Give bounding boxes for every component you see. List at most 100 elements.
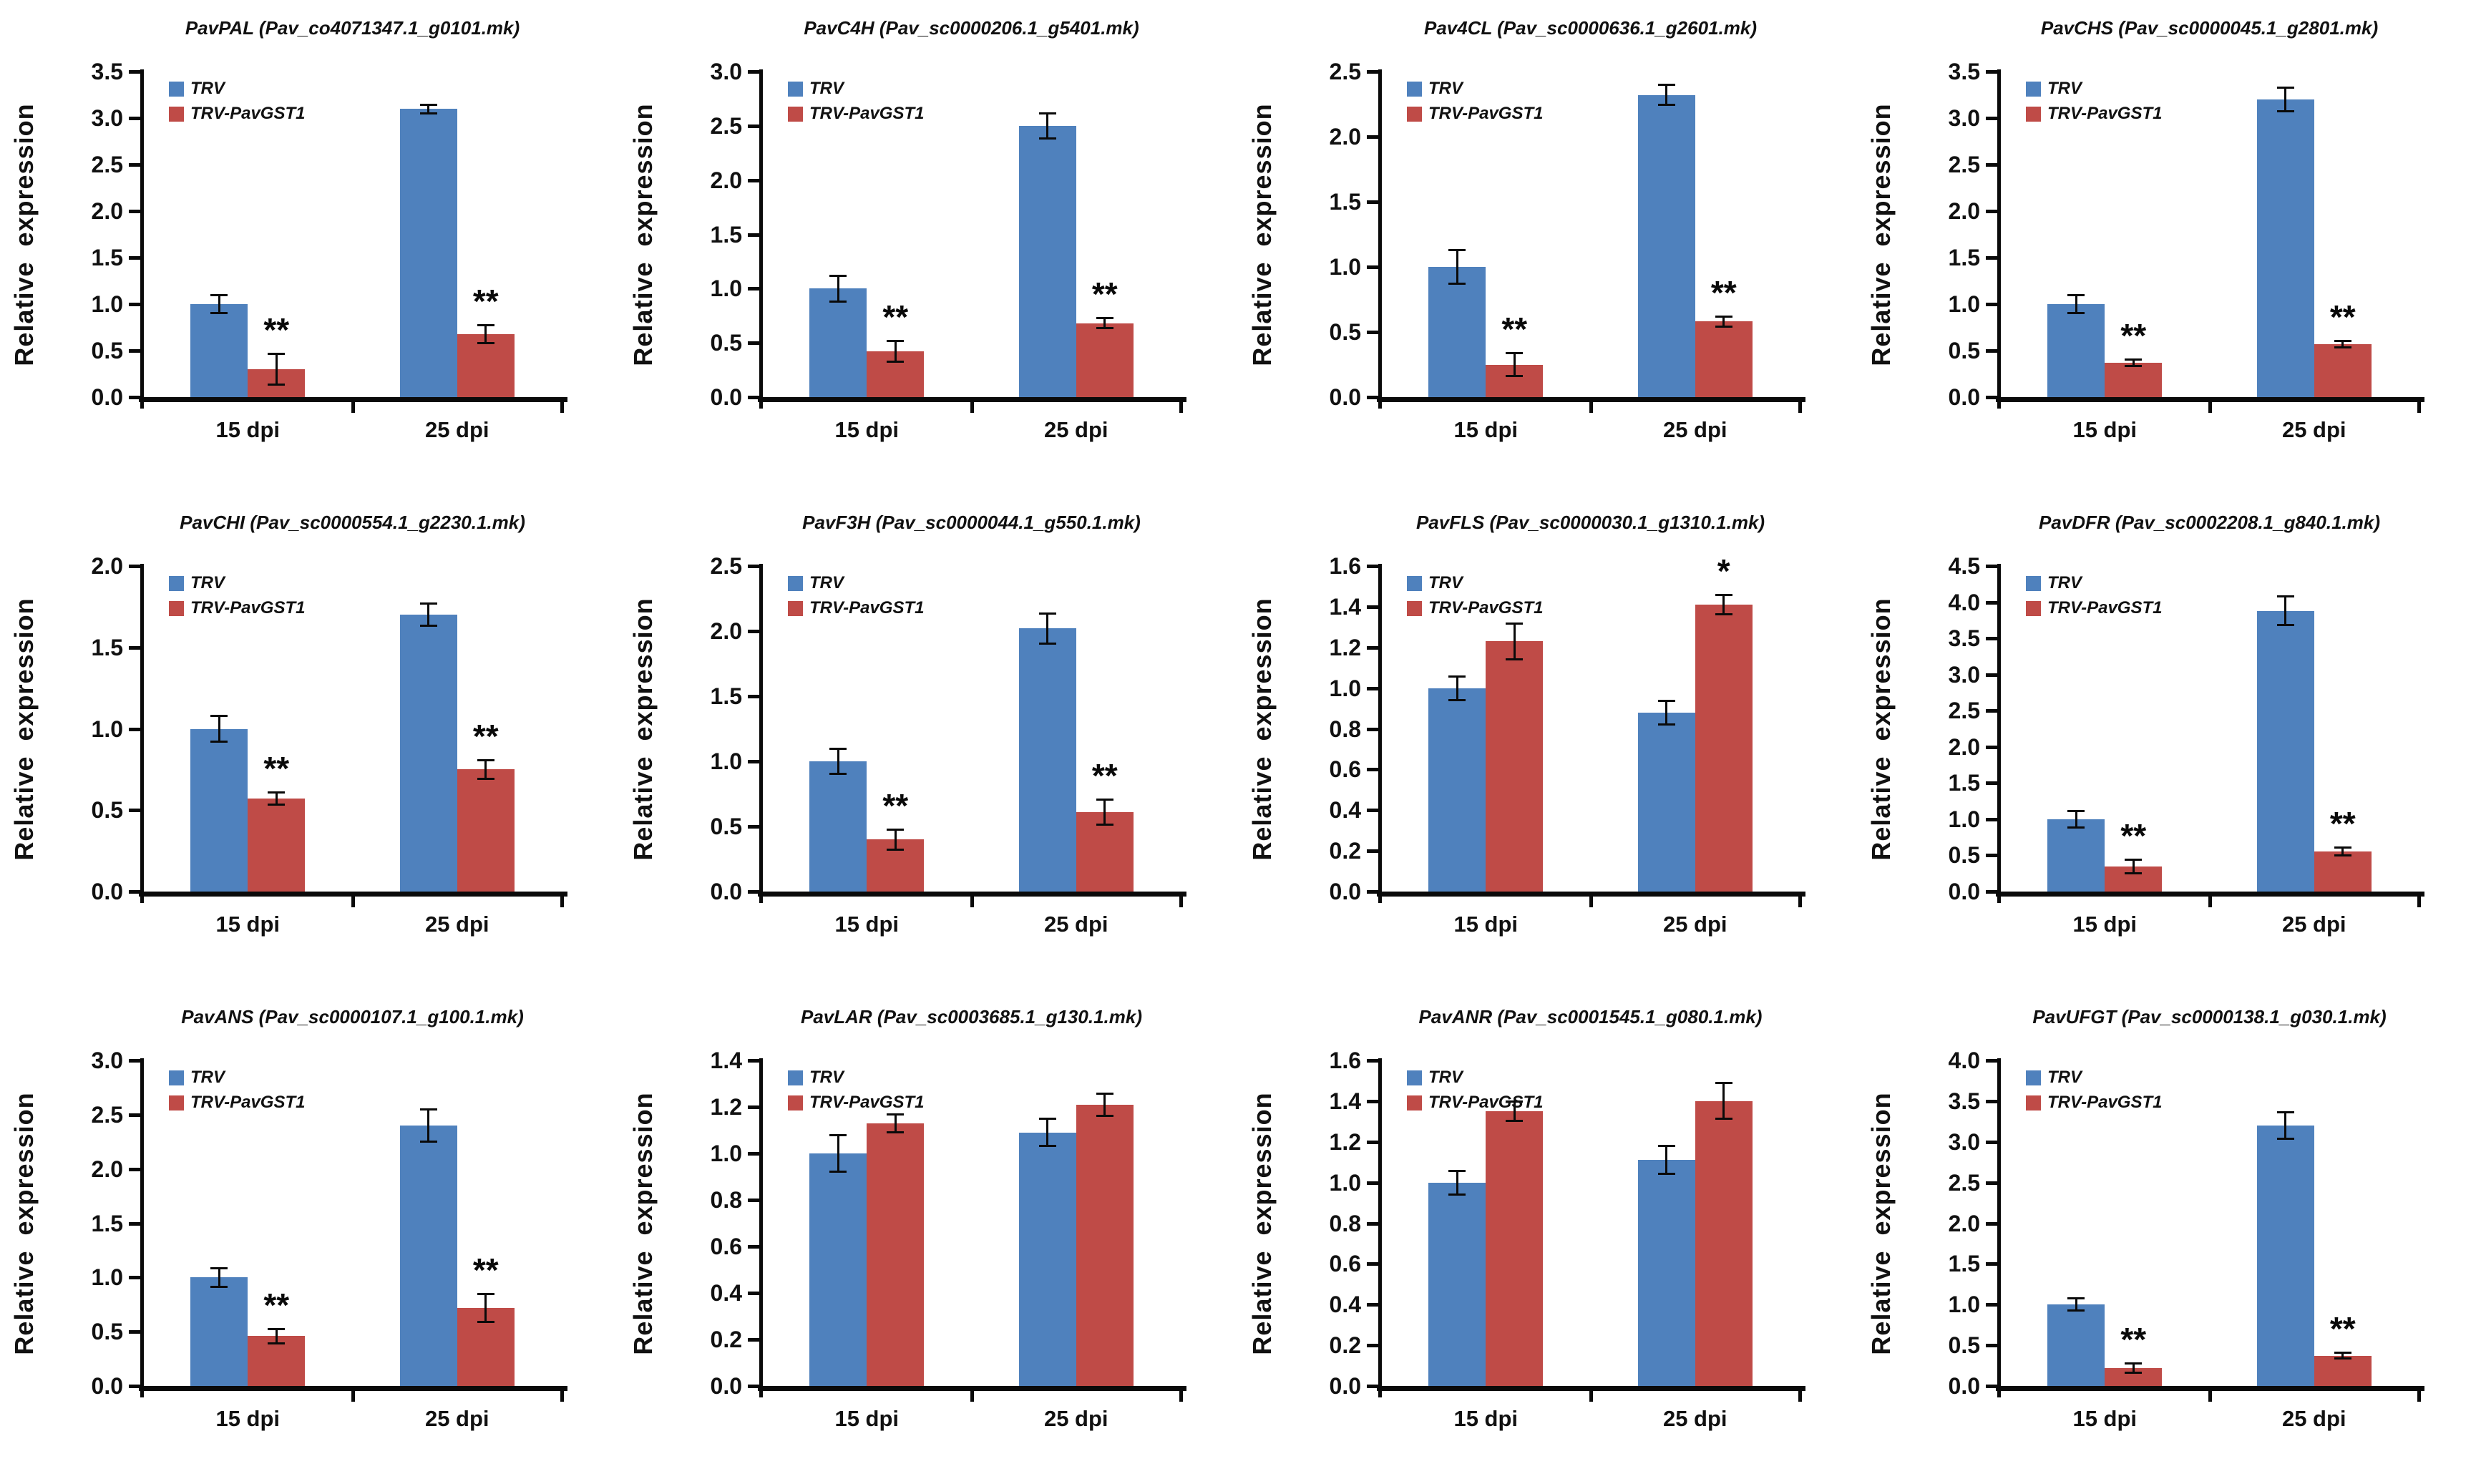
error-bar-cap-top — [2125, 358, 2143, 361]
y-tick-label: 1.0 — [1329, 675, 1361, 701]
x-axis-line — [1377, 1386, 1805, 1391]
error-bar-cap-bottom — [1038, 137, 1056, 140]
y-axis-label: Relative expression — [9, 102, 39, 366]
chart-title: PavLAR (Pav_sc0003685.1_g130.1.mk) — [801, 1006, 1142, 1027]
x-axis-line — [139, 1386, 567, 1391]
error-bar — [275, 792, 278, 806]
error-bar — [2075, 295, 2077, 313]
bar-trv-15dpi — [809, 1153, 867, 1386]
error-bar — [427, 1109, 430, 1142]
legend-item: TRV — [788, 80, 925, 97]
y-axis-line — [140, 564, 144, 903]
y-tick-label: 0.0 — [1948, 1373, 1980, 1399]
error-bar — [1665, 1146, 1668, 1175]
significance-star: ** — [1501, 311, 1528, 348]
y-axis-tick — [1986, 745, 1998, 749]
error-bar-cap-bottom — [419, 1140, 437, 1143]
legend-item: TRV-PavGST1 — [2026, 1094, 2163, 1111]
error-bar-cap-bottom — [268, 1342, 286, 1344]
y-axis-tick — [1367, 686, 1379, 690]
y-axis-tick — [1986, 565, 1998, 568]
y-tick-label: 1.6 — [1329, 1048, 1361, 1073]
y-axis-tick — [129, 1059, 141, 1063]
error-bar-cap-top — [1096, 317, 1113, 320]
y-axis-tick — [1367, 265, 1379, 269]
y-axis-tick — [748, 1152, 760, 1156]
chart-panel-PavFLS: PavFLS (Pav_sc0000030.1_g1310.1.mk) Relat… — [1238, 494, 1857, 989]
y-tick-label: 2.0 — [710, 618, 742, 644]
error-bar-cap-top — [477, 323, 494, 326]
x-axis-tick — [560, 1391, 564, 1402]
category-label: 15 dpi — [834, 1406, 900, 1431]
y-tick-label: 0.5 — [710, 330, 742, 356]
error-bar-cap-bottom — [2334, 854, 2351, 857]
category-label: 15 dpi — [2072, 417, 2138, 442]
x-axis-line — [1996, 892, 2424, 897]
chart-panel-PavF3H: PavF3H (Pav_sc0000044.1_g550.1.mk) Relati… — [619, 494, 1238, 989]
y-axis-label: Relative expression — [628, 1091, 658, 1355]
y-tick-label: 0.6 — [710, 1234, 742, 1259]
bar-trv-15dpi — [190, 304, 248, 397]
x-axis-tick — [1179, 1391, 1183, 1402]
y-axis-tick — [1367, 1303, 1379, 1307]
category-label: 25 dpi — [424, 417, 489, 442]
chart-panel-PavPAL: PavPAL (Pav_co4071347.1_g0101.mk) Relativ… — [0, 0, 619, 494]
y-tick-label: 0.0 — [1948, 879, 1980, 904]
error-bar — [1722, 1083, 1725, 1120]
error-bar-cap-bottom — [1715, 613, 1732, 616]
error-bar — [837, 275, 839, 302]
legend-item: TRV-PavGST1 — [788, 1094, 925, 1111]
y-tick-label: 1.0 — [1948, 1292, 1980, 1318]
y-axis-tick — [748, 825, 760, 829]
bar-trv-15dpi — [1428, 1182, 1486, 1386]
legend-swatch — [1407, 106, 1422, 122]
y-tick-label: 1.5 — [1948, 1251, 1980, 1277]
y-tick-label: 0.5 — [91, 1319, 123, 1345]
y-tick-label: 0.6 — [1329, 1251, 1361, 1277]
y-axis-tick — [1367, 1059, 1379, 1063]
error-bar-cap-top — [829, 1134, 847, 1136]
error-bar-cap-bottom — [2276, 623, 2294, 626]
y-axis-tick — [1986, 781, 1998, 786]
error-bar — [894, 341, 897, 363]
error-bar — [427, 603, 430, 627]
error-bar-cap-top — [2276, 595, 2294, 598]
bar-trv-15dpi — [2047, 1304, 2105, 1386]
y-tick-label: 1.4 — [710, 1048, 742, 1073]
y-tick-label: 1.0 — [91, 716, 123, 742]
x-axis-line — [758, 397, 1186, 402]
error-bar-cap-top — [1715, 593, 1732, 596]
y-axis-tick — [129, 1113, 141, 1117]
bar-trv-25dpi — [1637, 94, 1695, 397]
legend-label: TRV — [1428, 1068, 1463, 1087]
legend-item: TRV — [1407, 1069, 1544, 1086]
legend-item: TRV-PavGST1 — [169, 105, 306, 122]
error-bar-cap-top — [268, 1327, 286, 1330]
y-tick-label: 0.0 — [1948, 384, 1980, 410]
y-tick-label: 1.0 — [91, 291, 123, 317]
chart-title: PavFLS (Pav_sc0000030.1_g1310.1.mk) — [1415, 512, 1765, 533]
y-tick-label: 1.0 — [710, 275, 742, 302]
category-label: 15 dpi — [1453, 912, 1519, 937]
y-tick-label: 1.0 — [710, 1141, 742, 1166]
y-tick-label: 4.5 — [1948, 553, 1980, 579]
y-axis-line — [759, 1058, 763, 1397]
error-bar — [484, 759, 487, 780]
error-bar-cap-top — [419, 1108, 437, 1111]
significance-star: ** — [2329, 1310, 2356, 1348]
bar-trv-25dpi — [1018, 1132, 1076, 1386]
y-axis-tick — [129, 1167, 141, 1171]
legend: TRV TRV-PavGST1 — [788, 575, 925, 625]
error-bar-cap-top — [1715, 316, 1732, 318]
error-bar-cap-top — [419, 103, 437, 106]
y-axis-label: Relative expression — [9, 597, 39, 861]
bar-trv-15dpi — [2047, 819, 2105, 892]
y-axis-tick — [748, 1105, 760, 1109]
y-tick-label: 1.0 — [91, 1264, 123, 1291]
y-axis-line — [140, 69, 144, 409]
error-bar-cap-top — [1448, 249, 1466, 252]
y-tick-label: 0.0 — [91, 879, 123, 904]
y-axis-tick — [748, 70, 760, 74]
error-bar-cap-top — [2334, 1352, 2351, 1354]
y-axis-tick — [1986, 396, 1998, 399]
